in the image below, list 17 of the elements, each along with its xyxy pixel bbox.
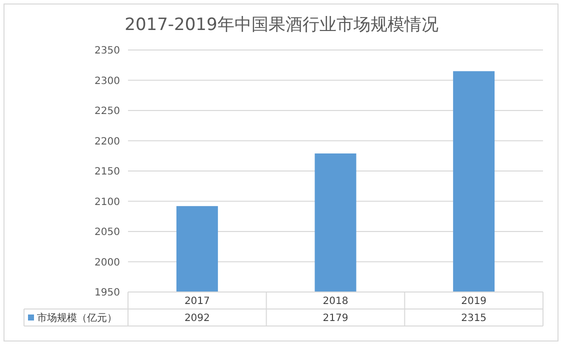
y-tick-label: 2350 xyxy=(94,46,120,56)
y-tick-label: 2000 xyxy=(94,257,120,268)
data-label: 2179 xyxy=(322,313,348,324)
y-tick-label: 2150 xyxy=(94,166,120,178)
data-label: 2315 xyxy=(461,313,487,324)
legend-label: 市场规模（亿元） xyxy=(37,312,117,324)
y-tick-label: 2250 xyxy=(94,106,120,117)
y-tick-label: 2100 xyxy=(94,196,120,208)
y-tick-label: 2300 xyxy=(94,76,120,87)
data-label: 2092 xyxy=(184,313,210,324)
y-tick-label: 2200 xyxy=(94,136,120,148)
x-tick-label: 2018 xyxy=(322,296,348,307)
chart-title: 2017-2019年中国果酒行业市场规模情况 xyxy=(124,15,438,35)
y-tick-label: 2050 xyxy=(94,227,120,238)
y-tick-label: 1950 xyxy=(94,288,120,298)
x-tick-label: 2017 xyxy=(184,296,210,307)
x-tick-label: 2019 xyxy=(461,296,487,307)
